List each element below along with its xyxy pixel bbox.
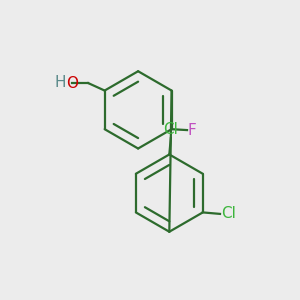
Text: Cl: Cl xyxy=(221,206,236,221)
Text: F: F xyxy=(188,123,197,138)
Text: Cl: Cl xyxy=(164,122,178,137)
Text: O: O xyxy=(66,76,78,91)
Text: H: H xyxy=(55,75,66,90)
